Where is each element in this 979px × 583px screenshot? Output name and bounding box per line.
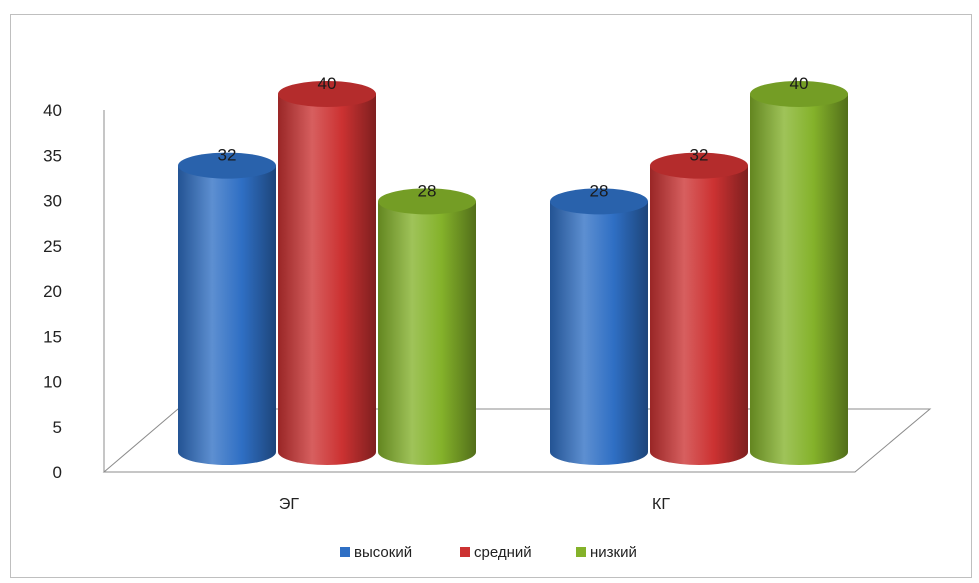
bar-body — [278, 94, 376, 465]
legend-item: высокий — [340, 544, 412, 561]
legend: высокий средний низкий — [340, 544, 637, 561]
data-label: 28 — [590, 181, 609, 200]
bar — [378, 188, 476, 465]
legend-swatch — [340, 547, 350, 557]
category-label: КГ — [652, 496, 670, 513]
y-tick-label: 40 — [43, 101, 62, 120]
legend-label: средний — [474, 544, 532, 561]
data-label: 32 — [690, 146, 709, 165]
y-tick-label: 5 — [53, 418, 62, 437]
data-label: 40 — [318, 74, 337, 93]
bar — [550, 188, 648, 465]
x-axis: ЭГ КГ — [279, 496, 670, 513]
legend-label: высокий — [354, 544, 412, 561]
legend-item: низкий — [576, 544, 637, 561]
legend-label: низкий — [590, 544, 637, 561]
category-label: ЭГ — [279, 496, 300, 513]
bar — [750, 81, 848, 465]
y-tick-label: 15 — [43, 327, 62, 346]
bars — [178, 81, 848, 465]
legend-swatch — [460, 547, 470, 557]
y-tick-label: 20 — [43, 282, 62, 301]
legend-swatch — [576, 547, 586, 557]
y-axis: 0 5 10 15 20 25 30 35 40 — [43, 101, 104, 482]
bar-body — [750, 94, 848, 465]
y-tick-label: 0 — [53, 463, 62, 482]
bar — [278, 81, 376, 465]
data-label: 32 — [218, 146, 237, 165]
bar — [178, 153, 276, 465]
legend-item: средний — [460, 544, 532, 561]
y-tick-label: 10 — [43, 373, 62, 392]
bar-body — [550, 201, 648, 465]
y-tick-label: 35 — [43, 146, 62, 165]
y-tick-label: 30 — [43, 192, 62, 211]
data-label: 40 — [790, 74, 809, 93]
bar — [650, 153, 748, 465]
data-label: 28 — [418, 181, 437, 200]
bar-body — [650, 166, 748, 465]
y-tick-label: 25 — [43, 237, 62, 256]
bar-body — [178, 166, 276, 465]
bar-body — [378, 201, 476, 465]
